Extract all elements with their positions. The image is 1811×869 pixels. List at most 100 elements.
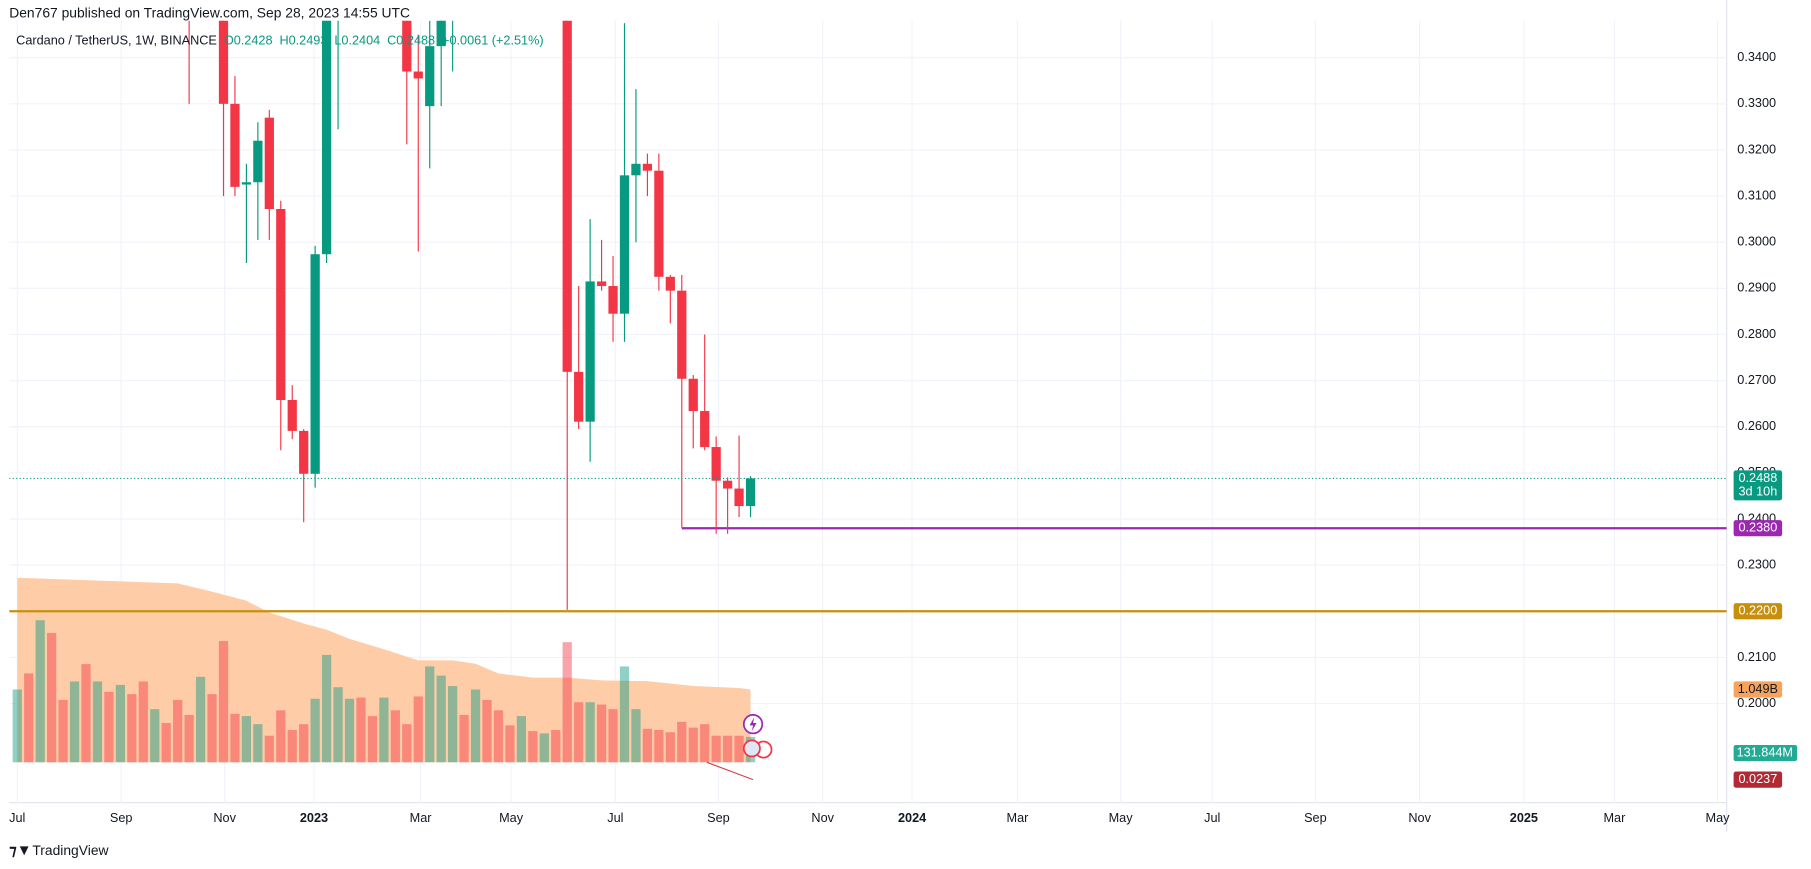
legend-value: C0.2488 <box>387 34 435 48</box>
x-tick-label: Mar <box>410 811 433 825</box>
indicator-line <box>706 761 754 781</box>
y-tick-label: 0.3300 <box>1737 96 1776 110</box>
candle-body <box>654 170 664 277</box>
volume-bar <box>619 666 630 763</box>
volume-bar <box>321 654 332 763</box>
candle-body <box>299 430 309 474</box>
volume-bar <box>654 729 664 763</box>
volume-label: 131.844M <box>1737 745 1793 759</box>
x-tick-label: Sep <box>1304 811 1327 825</box>
level-label: 0.2380 <box>1738 521 1777 535</box>
candle-body <box>700 411 710 448</box>
volume-bar <box>425 666 435 763</box>
volume-bar <box>69 681 80 763</box>
volume-bar <box>459 714 469 763</box>
area <box>17 577 751 763</box>
volume-bar <box>551 729 561 763</box>
area-label: 1.049B <box>1738 682 1778 696</box>
candle-body <box>218 20 229 104</box>
volume-bar <box>12 689 22 763</box>
candle-body <box>734 488 744 507</box>
volume-bar <box>493 710 504 763</box>
candle-body <box>574 371 584 422</box>
candle-body <box>310 254 320 474</box>
volume-bar <box>562 642 572 763</box>
x-tick-label: Sep <box>707 811 730 825</box>
indicator-label-box <box>1733 771 1783 788</box>
x-tick-label: May <box>1706 811 1731 825</box>
volume-bar <box>218 641 229 763</box>
event-icon-bolt <box>749 717 757 732</box>
volume-bar <box>665 732 675 763</box>
volume-bar <box>310 698 320 763</box>
volume-bar <box>150 709 160 763</box>
legend: Cardano / TetherUS, 1W, BINANCE O0.2428 H0… <box>16 34 543 48</box>
x-tick-label: Nov <box>213 811 236 825</box>
y-tick-label: 0.2100 <box>1737 650 1776 664</box>
volume-bar <box>35 620 45 763</box>
volume-bar <box>115 684 125 763</box>
volume-bar <box>184 714 194 763</box>
y-tick-label: 0.3400 <box>1737 50 1776 64</box>
x-tick-label: May <box>1109 811 1134 825</box>
volume-bar <box>722 735 733 763</box>
countdown-label: 3d 10h <box>1738 485 1777 499</box>
event-icon[interactable] <box>742 739 761 758</box>
candle-body <box>253 140 263 183</box>
price-label: 0.2488 <box>1738 471 1777 485</box>
volume-bar <box>516 716 527 763</box>
volume-bar <box>58 699 68 763</box>
volume-bar <box>585 702 595 763</box>
volume-bar <box>230 713 240 763</box>
x-tick-label: Jul <box>1204 811 1220 825</box>
x-tick-label: Mar <box>1007 811 1030 825</box>
candle-body <box>585 281 595 422</box>
volume-bar <box>631 709 641 763</box>
volume-bar <box>287 729 297 763</box>
x-tick-label: Jul <box>607 811 623 825</box>
area-label-box <box>1733 681 1783 698</box>
volume-bar <box>436 675 446 763</box>
volume-bar <box>81 664 91 763</box>
volume-bar <box>241 716 252 763</box>
volume-bar <box>470 689 481 763</box>
candle-body <box>745 478 756 507</box>
volume-bar <box>127 694 137 763</box>
volume-bar <box>402 724 412 763</box>
level-label-box <box>1733 520 1783 537</box>
volume-bar <box>299 724 309 763</box>
candle-body <box>276 209 286 400</box>
y-tick-label: 0.2600 <box>1737 419 1776 433</box>
legend-value: +0.0061 (+2.51%) <box>442 34 544 48</box>
volume-bar <box>677 721 687 763</box>
x-tick-label: May <box>499 811 524 825</box>
volume-bar <box>711 735 721 763</box>
volume-bar <box>264 735 274 763</box>
volume-bar <box>138 681 148 763</box>
volume-bar <box>688 727 698 763</box>
level-label-box <box>1733 603 1783 620</box>
volume-bar <box>642 728 653 763</box>
volume-bar <box>344 698 355 763</box>
volume-bar <box>24 673 34 763</box>
brand: TradingView <box>32 842 109 858</box>
candle-body <box>562 20 572 372</box>
price-label-box <box>1733 470 1783 501</box>
candle-body <box>642 163 653 171</box>
volume-bar <box>104 691 114 763</box>
volume-bar <box>505 725 515 763</box>
candle-body <box>722 480 733 489</box>
legend-value: O0.2428 <box>224 34 273 48</box>
logo-mark: ⁊▼ <box>9 842 31 859</box>
volume-bar <box>539 733 549 763</box>
level-label: 0.2200 <box>1738 604 1777 618</box>
indicator-label: 0.0237 <box>1738 772 1777 786</box>
x-tick-label: Nov <box>811 811 834 825</box>
volume-bar <box>161 723 171 763</box>
volume-bar <box>482 699 492 763</box>
candle-body <box>596 281 607 287</box>
volume-bar <box>448 686 458 763</box>
y-tick-label: 0.3000 <box>1737 235 1776 249</box>
x-tick-label: 2024 <box>898 811 926 825</box>
